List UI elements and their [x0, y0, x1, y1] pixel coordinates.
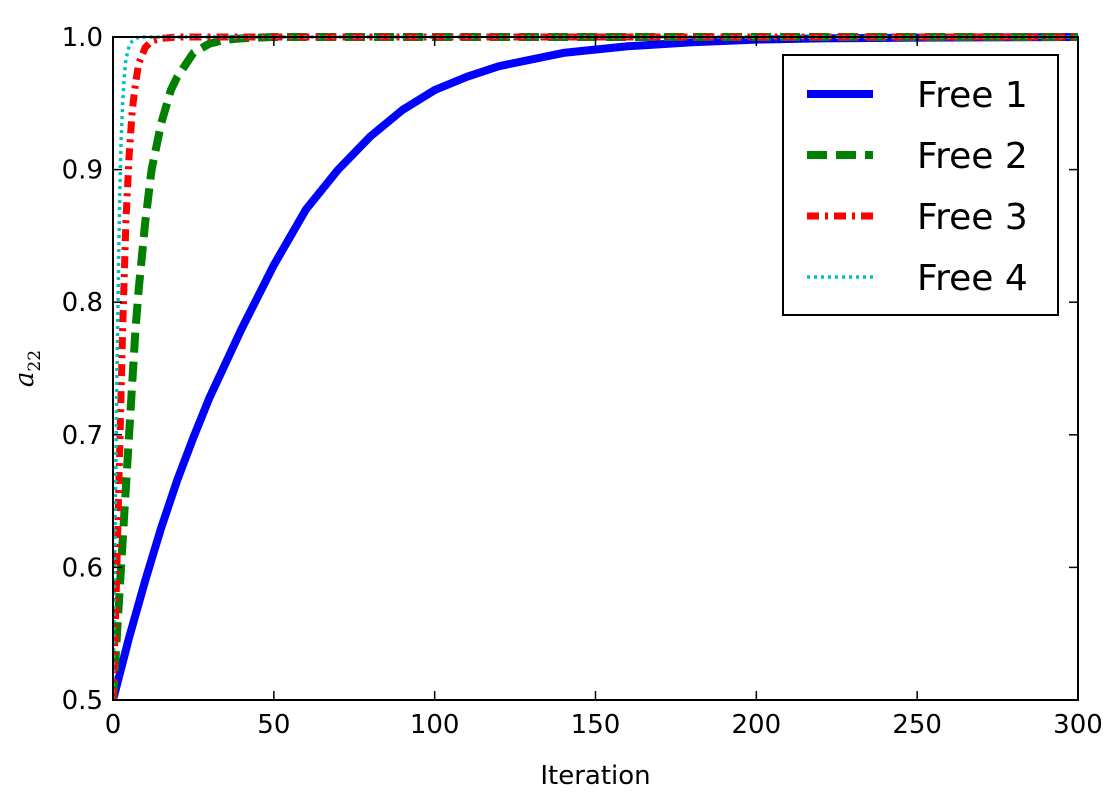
series-line-2 [113, 33, 1078, 700]
x-tick-label: 250 [892, 710, 942, 740]
x-axis-label: Iteration [540, 761, 650, 791]
legend-label-1: Free 1 [917, 75, 1028, 116]
y-axis-label-main: a [10, 372, 40, 388]
legend-box [782, 54, 1059, 316]
y-axis-label-subscript: 22 [25, 350, 45, 372]
y-tick-label: 0.7 [62, 421, 103, 451]
ticks-layer: 0 50 100 150 200 250 300 0.5 0.6 0.7 0.8 0.9 1.0 [62, 23, 1103, 740]
series-line-1 [113, 33, 1078, 700]
y-tick-label: 1.0 [62, 23, 103, 53]
x-tick-label: 300 [1053, 710, 1103, 740]
y-tick-label: 0.8 [62, 288, 103, 318]
legend-label-4: Free 4 [917, 258, 1028, 299]
y-axis-label: a22 [10, 350, 45, 387]
series-line-4 [113, 35, 1078, 700]
x-tick-label: 100 [410, 710, 460, 740]
legend: Free 1 Free 2 Free 3 Free 4 [782, 54, 1059, 316]
x-tick-label: 50 [257, 710, 290, 740]
series-layer [113, 33, 1078, 700]
y-tick-label: 0.5 [62, 686, 103, 716]
x-tick-label: 150 [571, 710, 621, 740]
y-tick-label: 0.6 [62, 553, 103, 583]
legend-label-3: Free 3 [917, 197, 1028, 238]
legend-label-2: Free 2 [917, 136, 1028, 177]
x-tick-label: 200 [732, 710, 782, 740]
y-tick-label: 0.9 [62, 156, 103, 186]
x-tick-label: 0 [105, 710, 122, 740]
